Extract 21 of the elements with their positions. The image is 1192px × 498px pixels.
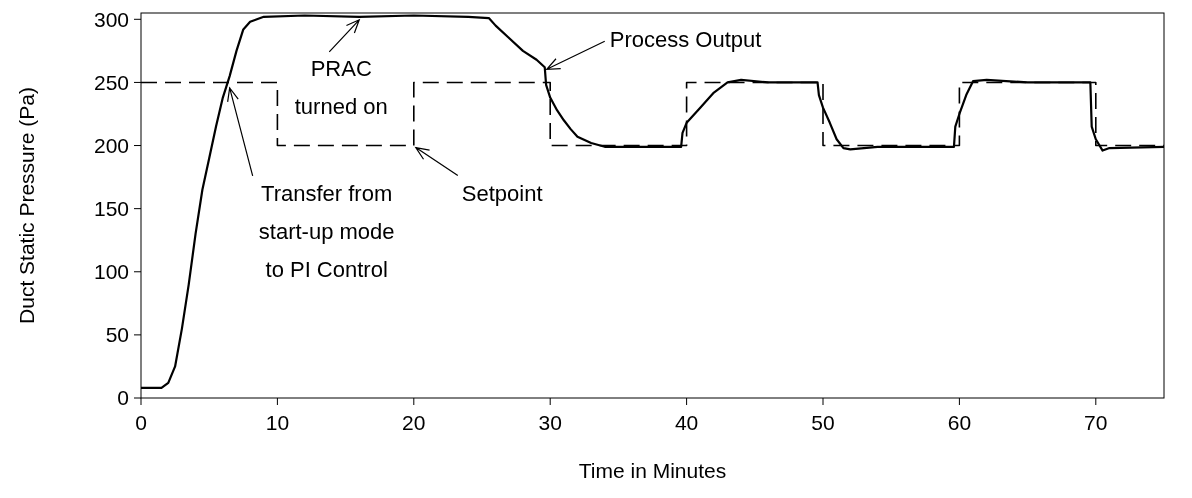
x-tick-label: 10	[265, 411, 290, 434]
y-tick-label: 250	[93, 70, 129, 94]
y-tick-label: 100	[93, 260, 129, 284]
x-axis-title: Time in Minutes	[578, 459, 727, 482]
y-tick-label: 50	[105, 323, 129, 347]
y-tick-label: 150	[93, 197, 129, 221]
x-tick-label: 30	[538, 411, 562, 434]
y-axis-title: Duct Static Pressure (Pa)	[15, 87, 38, 324]
x-tick-label: 0	[135, 411, 147, 434]
y-tick-label: 200	[93, 133, 129, 157]
x-tick-label: 70	[1084, 411, 1108, 434]
x-tick-label: 20	[402, 411, 426, 434]
y-tick-label: 0	[117, 386, 129, 410]
annotation: Transfer from start-up mode to PI Control	[258, 180, 395, 282]
x-tick-label: 60	[947, 411, 972, 434]
annotation: PRAC turned on	[294, 56, 388, 120]
y-tick-label: 300	[93, 7, 129, 31]
series-label: Setpoint	[461, 181, 543, 207]
x-tick-label: 40	[674, 411, 699, 434]
series-label: Process Output	[609, 26, 762, 52]
x-tick-label: 50	[811, 411, 835, 434]
